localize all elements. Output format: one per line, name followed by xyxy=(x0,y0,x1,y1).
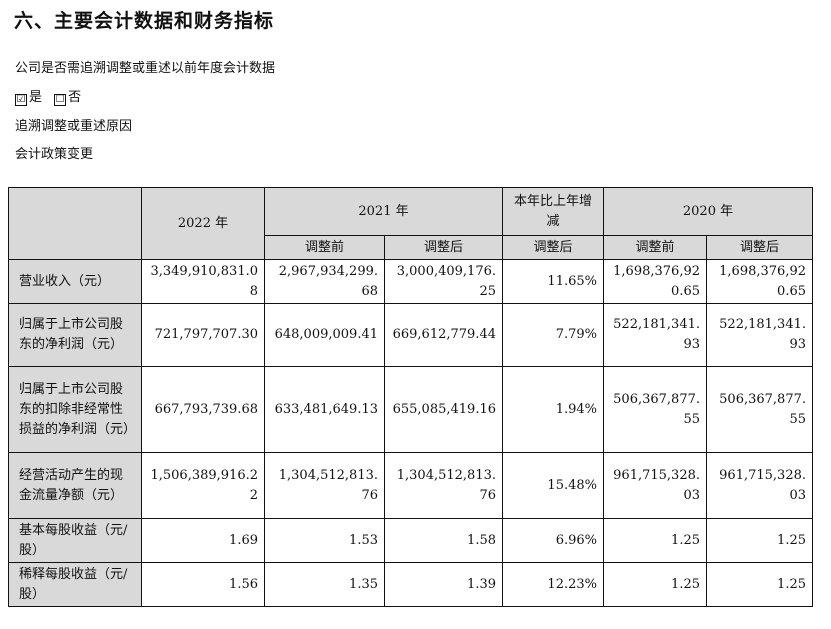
cell-2020-before: 1,698,376,920.65 xyxy=(603,259,707,304)
table-row: 营业收入（元） 3,349,910,831.08 2,967,934,299.6… xyxy=(8,259,813,304)
cell-change: 7.79% xyxy=(502,303,604,367)
cell-2020-after: 1,698,376,920.65 xyxy=(706,259,813,304)
cell-change: 15.48% xyxy=(502,452,604,519)
cell-2021-after: 1,304,512,813.76 xyxy=(384,452,503,519)
option-yes[interactable]: ☑ 是 xyxy=(15,90,43,106)
cell-2022: 1.69 xyxy=(141,518,265,563)
row-label: 基本每股收益（元/股） xyxy=(8,518,142,563)
row-label: 稀释每股收益（元/股） xyxy=(8,562,142,607)
row-label: 营业收入（元） xyxy=(8,259,142,304)
cell-2020-after: 506,367,877.55 xyxy=(706,366,813,453)
cell-change: 11.65% xyxy=(502,259,604,304)
cell-2022: 1,506,389,916.22 xyxy=(141,452,265,519)
option-no-label: 否 xyxy=(68,90,82,105)
cell-2020-before: 1.25 xyxy=(603,562,707,607)
cell-2021-before: 1,304,512,813.76 xyxy=(264,452,385,519)
cell-2022: 3,349,910,831.08 xyxy=(141,259,265,304)
cell-2021-after: 669,612,779.44 xyxy=(384,303,503,367)
table-row: 基本每股收益（元/股） 1.69 1.53 1.58 6.96% 1.25 1.… xyxy=(8,518,813,563)
header-2022: 2022 年 xyxy=(141,187,265,260)
table-row: 稀释每股收益（元/股） 1.56 1.35 1.39 12.23% 1.25 1… xyxy=(8,562,813,607)
cell-2020-before: 506,367,877.55 xyxy=(603,366,707,453)
cell-2020-after: 961,715,328.03 xyxy=(706,452,813,519)
table-row: 经营活动产生的现金流量净额（元） 1,506,389,916.22 1,304,… xyxy=(8,452,813,519)
option-yes-label: 是 xyxy=(29,90,43,105)
header-2021-before: 调整前 xyxy=(264,235,385,260)
cell-2021-after: 655,085,419.16 xyxy=(384,366,503,453)
row-label: 归属于上市公司股东的扣除非经常性损益的净利润（元） xyxy=(8,366,142,453)
row-label: 归属于上市公司股东的净利润（元） xyxy=(8,303,142,367)
reason-label: 追溯调整或重述原因 xyxy=(15,119,133,134)
cell-2020-after: 1.25 xyxy=(706,518,813,563)
header-blank xyxy=(8,187,142,260)
restatement-question: 公司是否需追溯调整或重述以前年度会计数据 xyxy=(15,61,276,76)
cell-2020-after: 1.25 xyxy=(706,562,813,607)
cell-2021-before: 633,481,649.13 xyxy=(264,366,385,453)
cell-2021-after: 3,000,409,176.25 xyxy=(384,259,503,304)
cell-change: 6.96% xyxy=(502,518,604,563)
cell-2021-before: 2,967,934,299.68 xyxy=(264,259,385,304)
row-label: 经营活动产生的现金流量净额（元） xyxy=(8,452,142,519)
header-2020: 2020 年 xyxy=(603,187,813,236)
header-2020-after: 调整后 xyxy=(706,235,813,260)
header-change: 本年比上年增减 xyxy=(502,187,604,236)
cell-2021-before: 1.35 xyxy=(264,562,385,607)
cell-2020-before: 961,715,328.03 xyxy=(603,452,707,519)
cell-change: 1.94% xyxy=(502,366,604,453)
cell-2021-before: 648,009,009.41 xyxy=(264,303,385,367)
cell-2021-after: 1.39 xyxy=(384,562,503,607)
header-2021: 2021 年 xyxy=(264,187,503,236)
table-row: 归属于上市公司股东的净利润（元） 721,797,707.30 648,009,… xyxy=(8,303,813,367)
table-row: 归属于上市公司股东的扣除非经常性损益的净利润（元） 667,793,739.68… xyxy=(8,366,813,453)
reason-text: 会计政策变更 xyxy=(15,147,94,162)
section-heading: 六、主要会计数据和财务指标 xyxy=(14,10,275,32)
checkbox-unchecked-icon: ☐ xyxy=(54,94,67,106)
cell-2020-before: 522,181,341.93 xyxy=(603,303,707,367)
cell-2020-before: 1.25 xyxy=(603,518,707,563)
checkbox-checked-icon: ☑ xyxy=(15,94,27,106)
header-2020-before: 调整前 xyxy=(603,235,707,260)
option-no[interactable]: ☐ 否 xyxy=(54,90,82,106)
cell-2020-after: 522,181,341.93 xyxy=(706,303,813,367)
financial-indicators-table: 2022 年 2021 年 本年比上年增减 2020 年 调整前 调整后 调整后… xyxy=(8,187,813,607)
cell-2022: 1.56 xyxy=(141,562,265,607)
cell-change: 12.23% xyxy=(502,562,604,607)
cell-2022: 667,793,739.68 xyxy=(141,366,265,453)
cell-2021-after: 1.58 xyxy=(384,518,503,563)
restatement-options: ☑ 是 ☐ 否 xyxy=(15,86,89,106)
cell-2021-before: 1.53 xyxy=(264,518,385,563)
cell-2022: 721,797,707.30 xyxy=(141,303,265,367)
header-2021-after: 调整后 xyxy=(384,235,503,260)
header-change-sub: 调整后 xyxy=(502,235,604,260)
